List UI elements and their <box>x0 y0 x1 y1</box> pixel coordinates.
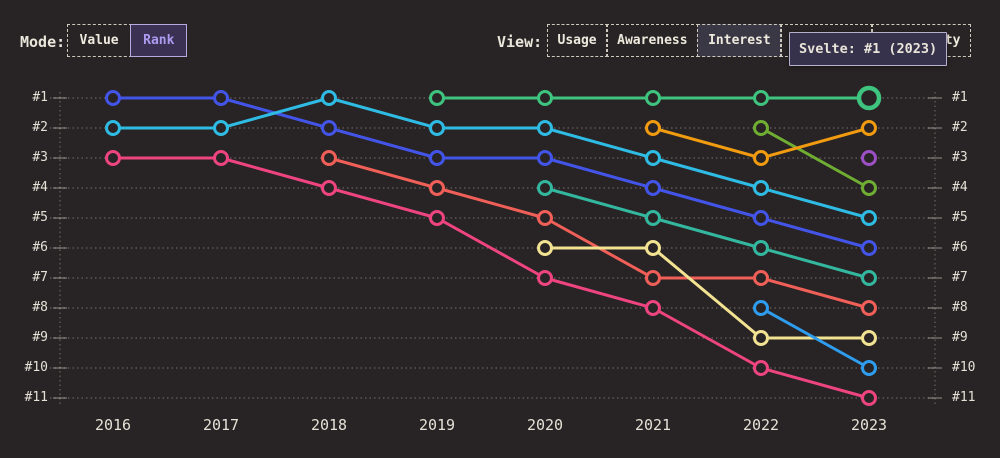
x-axis-label-2020: 2020 <box>526 416 564 434</box>
data-point-cyan-2017[interactable] <box>213 120 229 136</box>
series-teal-line <box>543 186 871 280</box>
data-point-salmon-2018[interactable] <box>321 150 337 166</box>
data-point-svelte-2021[interactable] <box>645 90 661 106</box>
data-point-teal-2021[interactable] <box>645 210 661 226</box>
view-option-usage[interactable]: Usage <box>546 24 608 57</box>
data-point-cyan-2016[interactable] <box>105 120 121 136</box>
data-point-pink-2019[interactable] <box>429 210 445 226</box>
y-axis-label-right-8: #8 <box>952 300 968 315</box>
view-option-awareness[interactable]: Awareness <box>606 24 699 57</box>
y-axis-label-right-10: #10 <box>952 360 976 375</box>
data-point-pink-2017[interactable] <box>213 150 229 166</box>
data-point-royal-blue-2020[interactable] <box>537 150 553 166</box>
data-point-pink-2020[interactable] <box>537 270 553 286</box>
data-point-purple-2023[interactable] <box>861 150 877 166</box>
data-point-pink-2018[interactable] <box>321 180 337 196</box>
data-point-royal-blue-2023[interactable] <box>861 240 877 256</box>
data-point-salmon-2022[interactable] <box>753 270 769 286</box>
data-point-cyan-2019[interactable] <box>429 120 445 136</box>
data-point-cyan-2022[interactable] <box>753 180 769 196</box>
y-axis-label-right-7: #7 <box>952 270 968 285</box>
x-axis-label-2019: 2019 <box>418 416 456 434</box>
data-point-cyan-2021[interactable] <box>645 150 661 166</box>
data-point-svelte-2023-highlighted[interactable] <box>856 85 882 111</box>
y-axis-label-right-1: #1 <box>952 90 968 105</box>
y-axis-label-right-4: #4 <box>952 180 968 195</box>
data-point-yellow-2023[interactable] <box>861 330 877 346</box>
series-light-green-line <box>759 126 871 190</box>
data-point-cyan-2020[interactable] <box>537 120 553 136</box>
series-pink-line <box>111 156 871 400</box>
data-point-pink-2022[interactable] <box>753 360 769 376</box>
data-point-teal-2022[interactable] <box>753 240 769 256</box>
series-salmon-line <box>327 156 871 310</box>
data-point-royal-blue-2022[interactable] <box>753 210 769 226</box>
data-point-orange-2023[interactable] <box>861 120 877 136</box>
y-axis-label-left-3: #3 <box>32 150 48 165</box>
data-point-yellow-2021[interactable] <box>645 240 661 256</box>
data-point-teal-2023[interactable] <box>861 270 877 286</box>
data-point-light-green-2023[interactable] <box>861 180 877 196</box>
x-axis-label-2022: 2022 <box>742 416 780 434</box>
y-axis-label-left-7: #7 <box>32 270 48 285</box>
y-axis-label-right-2: #2 <box>952 120 968 135</box>
data-point-salmon-2021[interactable] <box>645 270 661 286</box>
data-point-sky-blue-2023[interactable] <box>861 360 877 376</box>
data-point-salmon-2019[interactable] <box>429 180 445 196</box>
data-point-yellow-2022[interactable] <box>753 330 769 346</box>
view-label: View: <box>497 33 543 51</box>
y-axis-label-left-2: #2 <box>32 120 48 135</box>
y-axis-label-left-1: #1 <box>32 90 48 105</box>
series-royal-blue-line <box>111 96 871 250</box>
data-point-svelte-2022[interactable] <box>753 90 769 106</box>
x-axis-label-2018: 2018 <box>310 416 348 434</box>
data-point-pink-2023[interactable] <box>861 390 877 406</box>
data-point-salmon-2023[interactable] <box>861 300 877 316</box>
y-axis-label-left-11: #11 <box>24 390 48 405</box>
data-point-royal-blue-2021[interactable] <box>645 180 661 196</box>
data-point-pink-2021[interactable] <box>645 300 661 316</box>
y-axis-label-right-3: #3 <box>952 150 968 165</box>
y-axis-label-left-8: #8 <box>32 300 48 315</box>
mode-label: Mode: <box>20 33 66 51</box>
data-point-pink-2016[interactable] <box>105 150 121 166</box>
mode-button-group: Value Rank <box>66 24 188 57</box>
y-axis-label-right-11: #11 <box>952 390 976 405</box>
data-point-royal-blue-2018[interactable] <box>321 120 337 136</box>
view-option-interest[interactable]: Interest <box>697 24 782 57</box>
x-axis-label-2017: 2017 <box>202 416 240 434</box>
data-point-cyan-2018[interactable] <box>321 90 337 106</box>
series-sky-blue-line <box>759 306 871 370</box>
data-point-svelte-2019[interactable] <box>429 90 445 106</box>
y-axis-label-right-5: #5 <box>952 210 968 225</box>
data-point-orange-2021[interactable] <box>645 120 661 136</box>
x-axis-label-2021: 2021 <box>634 416 672 434</box>
y-axis-label-left-5: #5 <box>32 210 48 225</box>
y-axis-label-left-9: #9 <box>32 330 48 345</box>
data-point-teal-2020[interactable] <box>537 180 553 196</box>
y-axis-label-right-9: #9 <box>952 330 968 345</box>
x-axis-label-2023: 2023 <box>850 416 888 434</box>
data-point-orange-2022[interactable] <box>753 150 769 166</box>
mode-option-value[interactable]: Value <box>66 24 132 57</box>
data-point-sky-blue-2022[interactable] <box>753 300 769 316</box>
y-axis-label-left-6: #6 <box>32 240 48 255</box>
x-axis-label-2016: 2016 <box>94 416 132 434</box>
data-point-light-green-2022[interactable] <box>753 120 769 136</box>
data-point-cyan-2023[interactable] <box>861 210 877 226</box>
data-point-royal-blue-2017[interactable] <box>213 90 229 106</box>
y-axis-label-right-6: #6 <box>952 240 968 255</box>
mode-option-rank[interactable]: Rank <box>130 24 188 57</box>
data-point-salmon-2020[interactable] <box>537 210 553 226</box>
data-point-royal-blue-2016[interactable] <box>105 90 121 106</box>
series-cyan-line <box>111 96 871 220</box>
data-point-royal-blue-2019[interactable] <box>429 150 445 166</box>
chart-tooltip: Svelte: #1 (2023) <box>789 32 948 66</box>
y-axis-label-left-4: #4 <box>32 180 48 195</box>
y-axis-label-left-10: #10 <box>24 360 48 375</box>
data-point-yellow-2020[interactable] <box>537 240 553 256</box>
data-point-svelte-2020[interactable] <box>537 90 553 106</box>
